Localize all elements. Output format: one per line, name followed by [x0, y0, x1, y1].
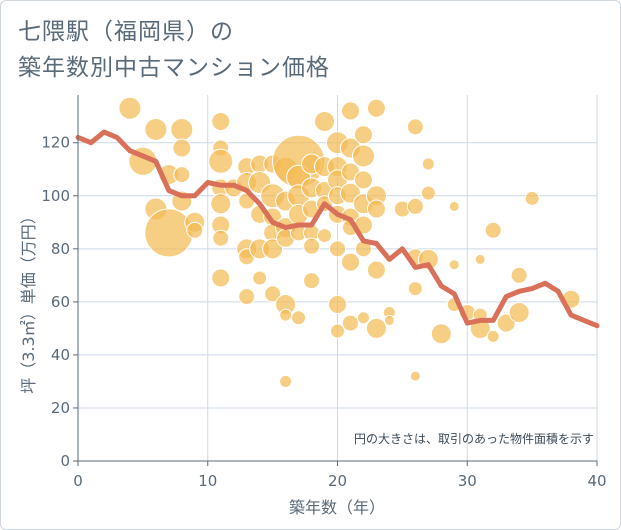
data-bubble	[406, 118, 424, 136]
chart-note: 円の大きさは、取引のあった物件面積を示す	[354, 431, 594, 446]
tick-labels: 0 20 40 60 80 100 120 0 10 20 30 40	[41, 134, 606, 490]
data-bubble	[510, 266, 528, 284]
y-tick-label: 60	[51, 293, 70, 311]
data-bubble	[448, 200, 460, 212]
trend-series	[75, 129, 600, 329]
chart-title-line2: 築年数別中古マンション価格	[18, 55, 330, 81]
data-bubble	[211, 268, 231, 288]
data-bubble	[351, 144, 375, 168]
data-bubble	[448, 259, 460, 271]
data-bubble	[314, 111, 336, 133]
data-bubble	[118, 96, 142, 120]
data-bubble	[406, 197, 424, 215]
data-bubble	[329, 240, 346, 258]
data-bubble	[264, 285, 282, 303]
y-tick-label: 120	[41, 134, 70, 152]
data-bubble	[172, 138, 192, 158]
data-bubble	[317, 228, 333, 244]
data-bubble	[328, 295, 347, 315]
data-bubble	[421, 157, 435, 171]
data-bubble	[144, 208, 194, 258]
trend-line	[75, 129, 600, 329]
data-bubble	[524, 190, 540, 206]
data-bubble	[508, 301, 530, 323]
data-bubble	[238, 288, 256, 306]
data-bubble	[420, 185, 436, 201]
data-bubble	[303, 237, 321, 255]
data-bubble	[474, 253, 486, 265]
data-bubble	[407, 281, 423, 297]
data-bubble	[366, 98, 386, 118]
data-bubble	[279, 374, 293, 388]
x-axis-title: 築年数（年）	[289, 498, 385, 517]
data-bubble	[173, 166, 191, 184]
data-bubble	[262, 238, 284, 260]
data-bubble	[170, 117, 194, 141]
data-bubble	[252, 270, 268, 286]
data-bubble	[356, 311, 370, 325]
x-tick-label: 10	[198, 472, 217, 490]
data-bubble	[484, 221, 502, 239]
y-tick-label: 80	[51, 240, 70, 258]
data-bubble	[210, 193, 232, 215]
data-bubble	[366, 260, 386, 280]
data-bubble	[366, 199, 386, 219]
chart-title-line1: 七隈駅（福岡県）の	[18, 19, 234, 45]
x-tick-label: 20	[328, 472, 347, 490]
y-axis-title: 坪（3.3㎡）単価（万円）	[19, 208, 38, 393]
data-bubble	[291, 310, 307, 326]
chart-title: 七隈駅（福岡県）の 築年数別中古マンション価格	[18, 14, 330, 86]
axes	[73, 95, 598, 466]
data-bubble	[340, 101, 360, 121]
data-bubble	[303, 272, 321, 290]
data-bubble	[212, 229, 230, 247]
data-bubble	[186, 221, 204, 239]
data-bubble	[409, 370, 421, 382]
y-tick-label: 100	[41, 187, 70, 205]
data-bubble	[353, 125, 373, 145]
data-bubble	[211, 112, 231, 132]
data-bubble	[341, 314, 359, 332]
data-bubble	[353, 170, 373, 190]
y-tick-label: 0	[60, 452, 70, 470]
data-bubble	[365, 317, 387, 339]
data-bubble	[279, 308, 293, 322]
data-bubble	[430, 323, 452, 345]
y-tick-label: 20	[51, 399, 70, 417]
x-tick-label: 0	[73, 472, 83, 490]
data-bubble	[208, 148, 234, 174]
y-tick-label: 40	[51, 346, 70, 364]
data-bubble	[383, 314, 395, 326]
data-bubble	[486, 329, 500, 343]
bubble-series	[118, 96, 581, 388]
x-tick-label: 40	[587, 472, 606, 490]
data-bubble	[330, 323, 345, 339]
data-bubble	[144, 117, 168, 141]
x-tick-label: 30	[458, 472, 477, 490]
data-bubble	[340, 252, 360, 272]
